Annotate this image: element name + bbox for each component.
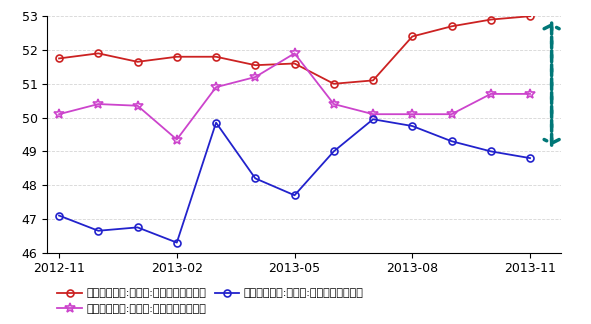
采购经理指数:制造业:小型企业（中国） xyxy=(369,117,376,121)
采购经理指数:制造业:中型企业（中国） xyxy=(330,102,337,106)
采购经理指数:制造业:中型企业（中国） xyxy=(448,112,455,116)
采购经理指数:制造业:大型企业（中国） xyxy=(134,60,141,64)
采购经理指数:制造业:中型企业（中国） xyxy=(409,112,416,116)
采购经理指数:制造业:大型企业（中国） xyxy=(369,78,376,82)
采购经理指数:制造业:小型企业（中国） xyxy=(173,241,180,245)
Line: 采购经理指数:制造业:小型企业（中国）: 采购经理指数:制造业:小型企业（中国） xyxy=(56,116,534,246)
采购经理指数:制造业:小型企业（中国） xyxy=(487,149,494,153)
采购经理指数:制造业:小型企业（中国） xyxy=(213,121,220,125)
采购经理指数:制造业:大型企业（中国） xyxy=(330,82,337,86)
Legend: 采购经理指数:制造业:大型企业（中国）, 采购经理指数:制造业:中型企业（中国）, 采购经理指数:制造业:小型企业（中国）: 采购经理指数:制造业:大型企业（中国）, 采购经理指数:制造业:中型企业（中国）… xyxy=(53,284,368,318)
采购经理指数:制造业:大型企业（中国） xyxy=(448,24,455,28)
采购经理指数:制造业:大型企业（中国） xyxy=(291,62,298,65)
采购经理指数:制造业:中型企业（中国） xyxy=(95,102,102,106)
采购经理指数:制造业:大型企业（中国） xyxy=(173,55,180,59)
采购经理指数:制造业:小型企业（中国） xyxy=(527,156,534,160)
采购经理指数:制造业:大型企业（中国） xyxy=(56,56,63,60)
采购经理指数:制造业:中型企业（中国） xyxy=(291,52,298,55)
采购经理指数:制造业:大型企业（中国） xyxy=(252,63,259,67)
采购经理指数:制造业:中型企业（中国） xyxy=(134,104,141,108)
采购经理指数:制造业:大型企业（中国） xyxy=(527,14,534,18)
采购经理指数:制造业:小型企业（中国） xyxy=(409,124,416,128)
采购经理指数:制造业:中型企业（中国） xyxy=(56,112,63,116)
采购经理指数:制造业:小型企业（中国） xyxy=(330,149,337,153)
采购经理指数:制造业:小型企业（中国） xyxy=(56,214,63,217)
采购经理指数:制造业:小型企业（中国） xyxy=(95,229,102,233)
采购经理指数:制造业:小型企业（中国） xyxy=(252,177,259,180)
采购经理指数:制造业:小型企业（中国） xyxy=(448,139,455,143)
采购经理指数:制造业:小型企业（中国） xyxy=(291,193,298,197)
采购经理指数:制造业:大型企业（中国） xyxy=(409,35,416,39)
采购经理指数:制造业:中型企业（中国） xyxy=(252,75,259,79)
采购经理指数:制造业:中型企业（中国） xyxy=(527,92,534,96)
采购经理指数:制造业:中型企业（中国） xyxy=(213,85,220,89)
采购经理指数:制造业:中型企业（中国） xyxy=(487,92,494,96)
采购经理指数:制造业:小型企业（中国） xyxy=(134,226,141,229)
采购经理指数:制造业:大型企业（中国） xyxy=(487,17,494,21)
Line: 采购经理指数:制造业:大型企业（中国）: 采购经理指数:制造业:大型企业（中国） xyxy=(56,13,534,87)
采购经理指数:制造业:大型企业（中国） xyxy=(95,52,102,55)
Line: 采购经理指数:制造业:中型企业（中国）: 采购经理指数:制造业:中型企业（中国） xyxy=(54,49,535,145)
采购经理指数:制造业:大型企业（中国） xyxy=(213,55,220,59)
采购经理指数:制造业:中型企业（中国） xyxy=(369,112,376,116)
采购经理指数:制造业:中型企业（中国） xyxy=(173,138,180,142)
